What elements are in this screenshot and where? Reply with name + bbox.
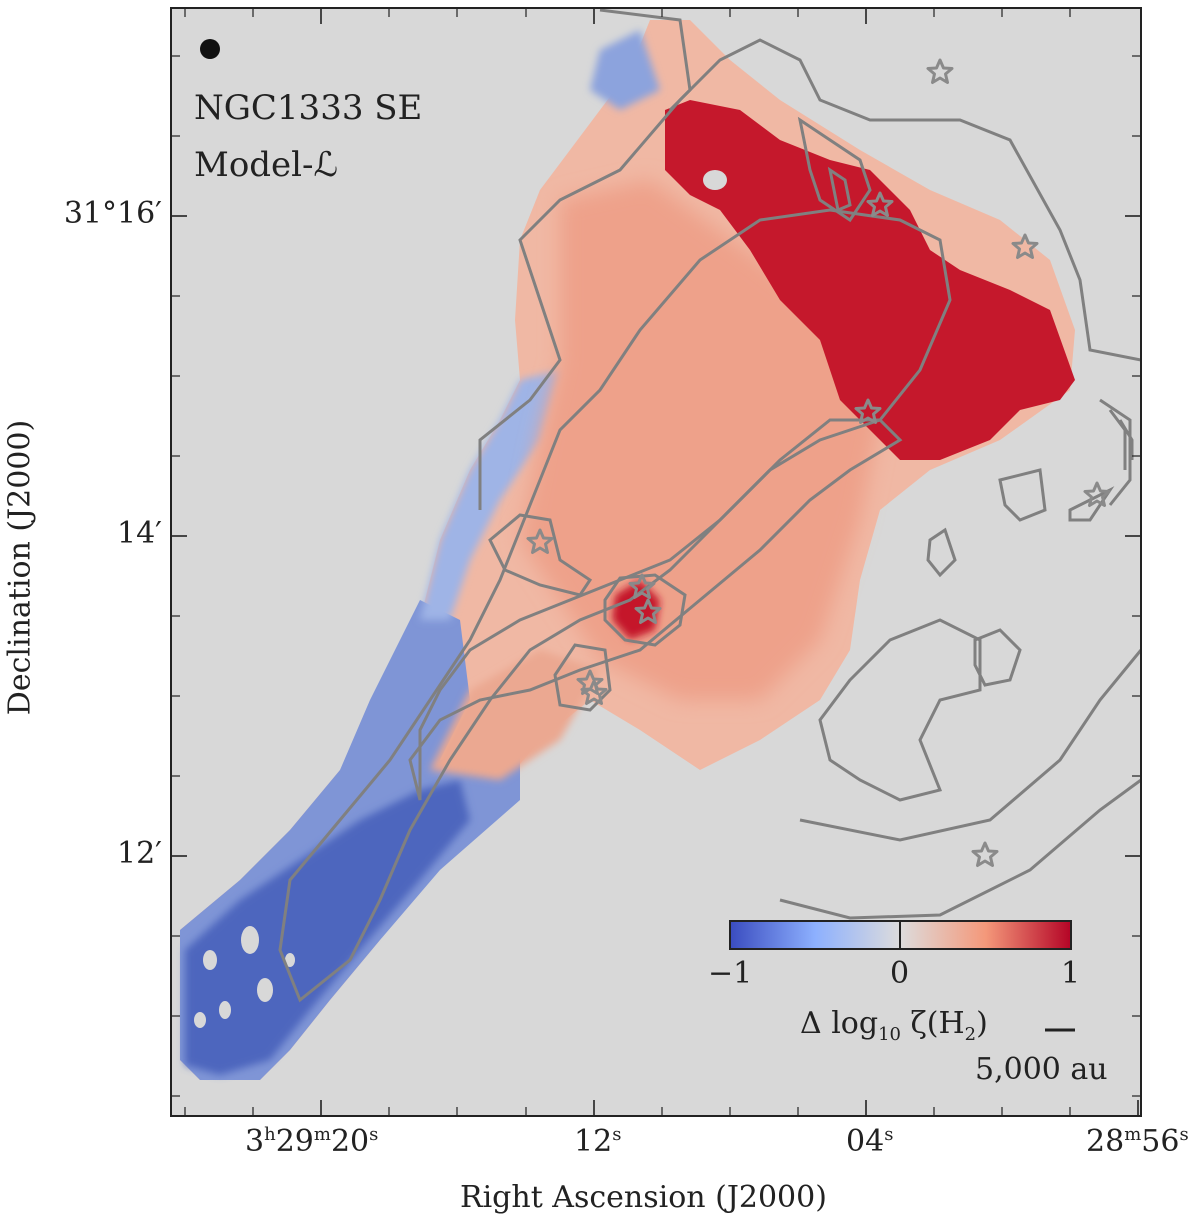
- colorbar-tick-label: −1: [708, 956, 753, 991]
- blue-edge-north: [590, 30, 660, 110]
- colorbar-tick-label: 1: [1061, 956, 1081, 991]
- y-tick-label: 12′: [117, 836, 162, 871]
- red-region-north: [665, 100, 1075, 460]
- model-label: Model-ℒ: [194, 145, 339, 185]
- star-marker: [580, 679, 608, 705]
- star-marker: [1011, 233, 1039, 259]
- x-tick-label: 28m56s: [1086, 1124, 1189, 1159]
- y-axis-label: Declination (J2000): [2, 419, 38, 716]
- plot-frame: [170, 7, 1142, 1117]
- blue-edge-west: [420, 370, 560, 620]
- star-marker: [866, 191, 894, 217]
- colorbar-label: Δ log10 ζ(H2): [800, 1006, 988, 1045]
- y-tick-label: 14′: [117, 516, 162, 551]
- contours: [278, 8, 1141, 1003]
- star-marker: [926, 58, 954, 84]
- scale-bar-label: 5,000 au: [975, 1052, 1108, 1087]
- protostars: [526, 58, 1111, 867]
- y-tick-label: 31°16′: [63, 196, 162, 231]
- axis-ticks: [171, 8, 1141, 1116]
- holes: [194, 170, 727, 1028]
- colorbar-tick-label: 0: [890, 956, 910, 991]
- x-tick-label: 3h29m20s: [245, 1124, 379, 1159]
- star-marker: [854, 398, 882, 424]
- x-tick-label: 04s: [846, 1124, 894, 1159]
- field-label: NGC1333 SE: [194, 88, 423, 128]
- x-axis-label: Right Ascension (J2000): [460, 1180, 827, 1215]
- beam-marker: [200, 39, 220, 59]
- star-marker: [1083, 481, 1111, 507]
- star-marker: [526, 528, 554, 554]
- x-tick-label: 12s: [574, 1124, 622, 1159]
- star-marker: [628, 573, 656, 599]
- star-marker: [634, 598, 662, 624]
- star-marker: [971, 841, 999, 867]
